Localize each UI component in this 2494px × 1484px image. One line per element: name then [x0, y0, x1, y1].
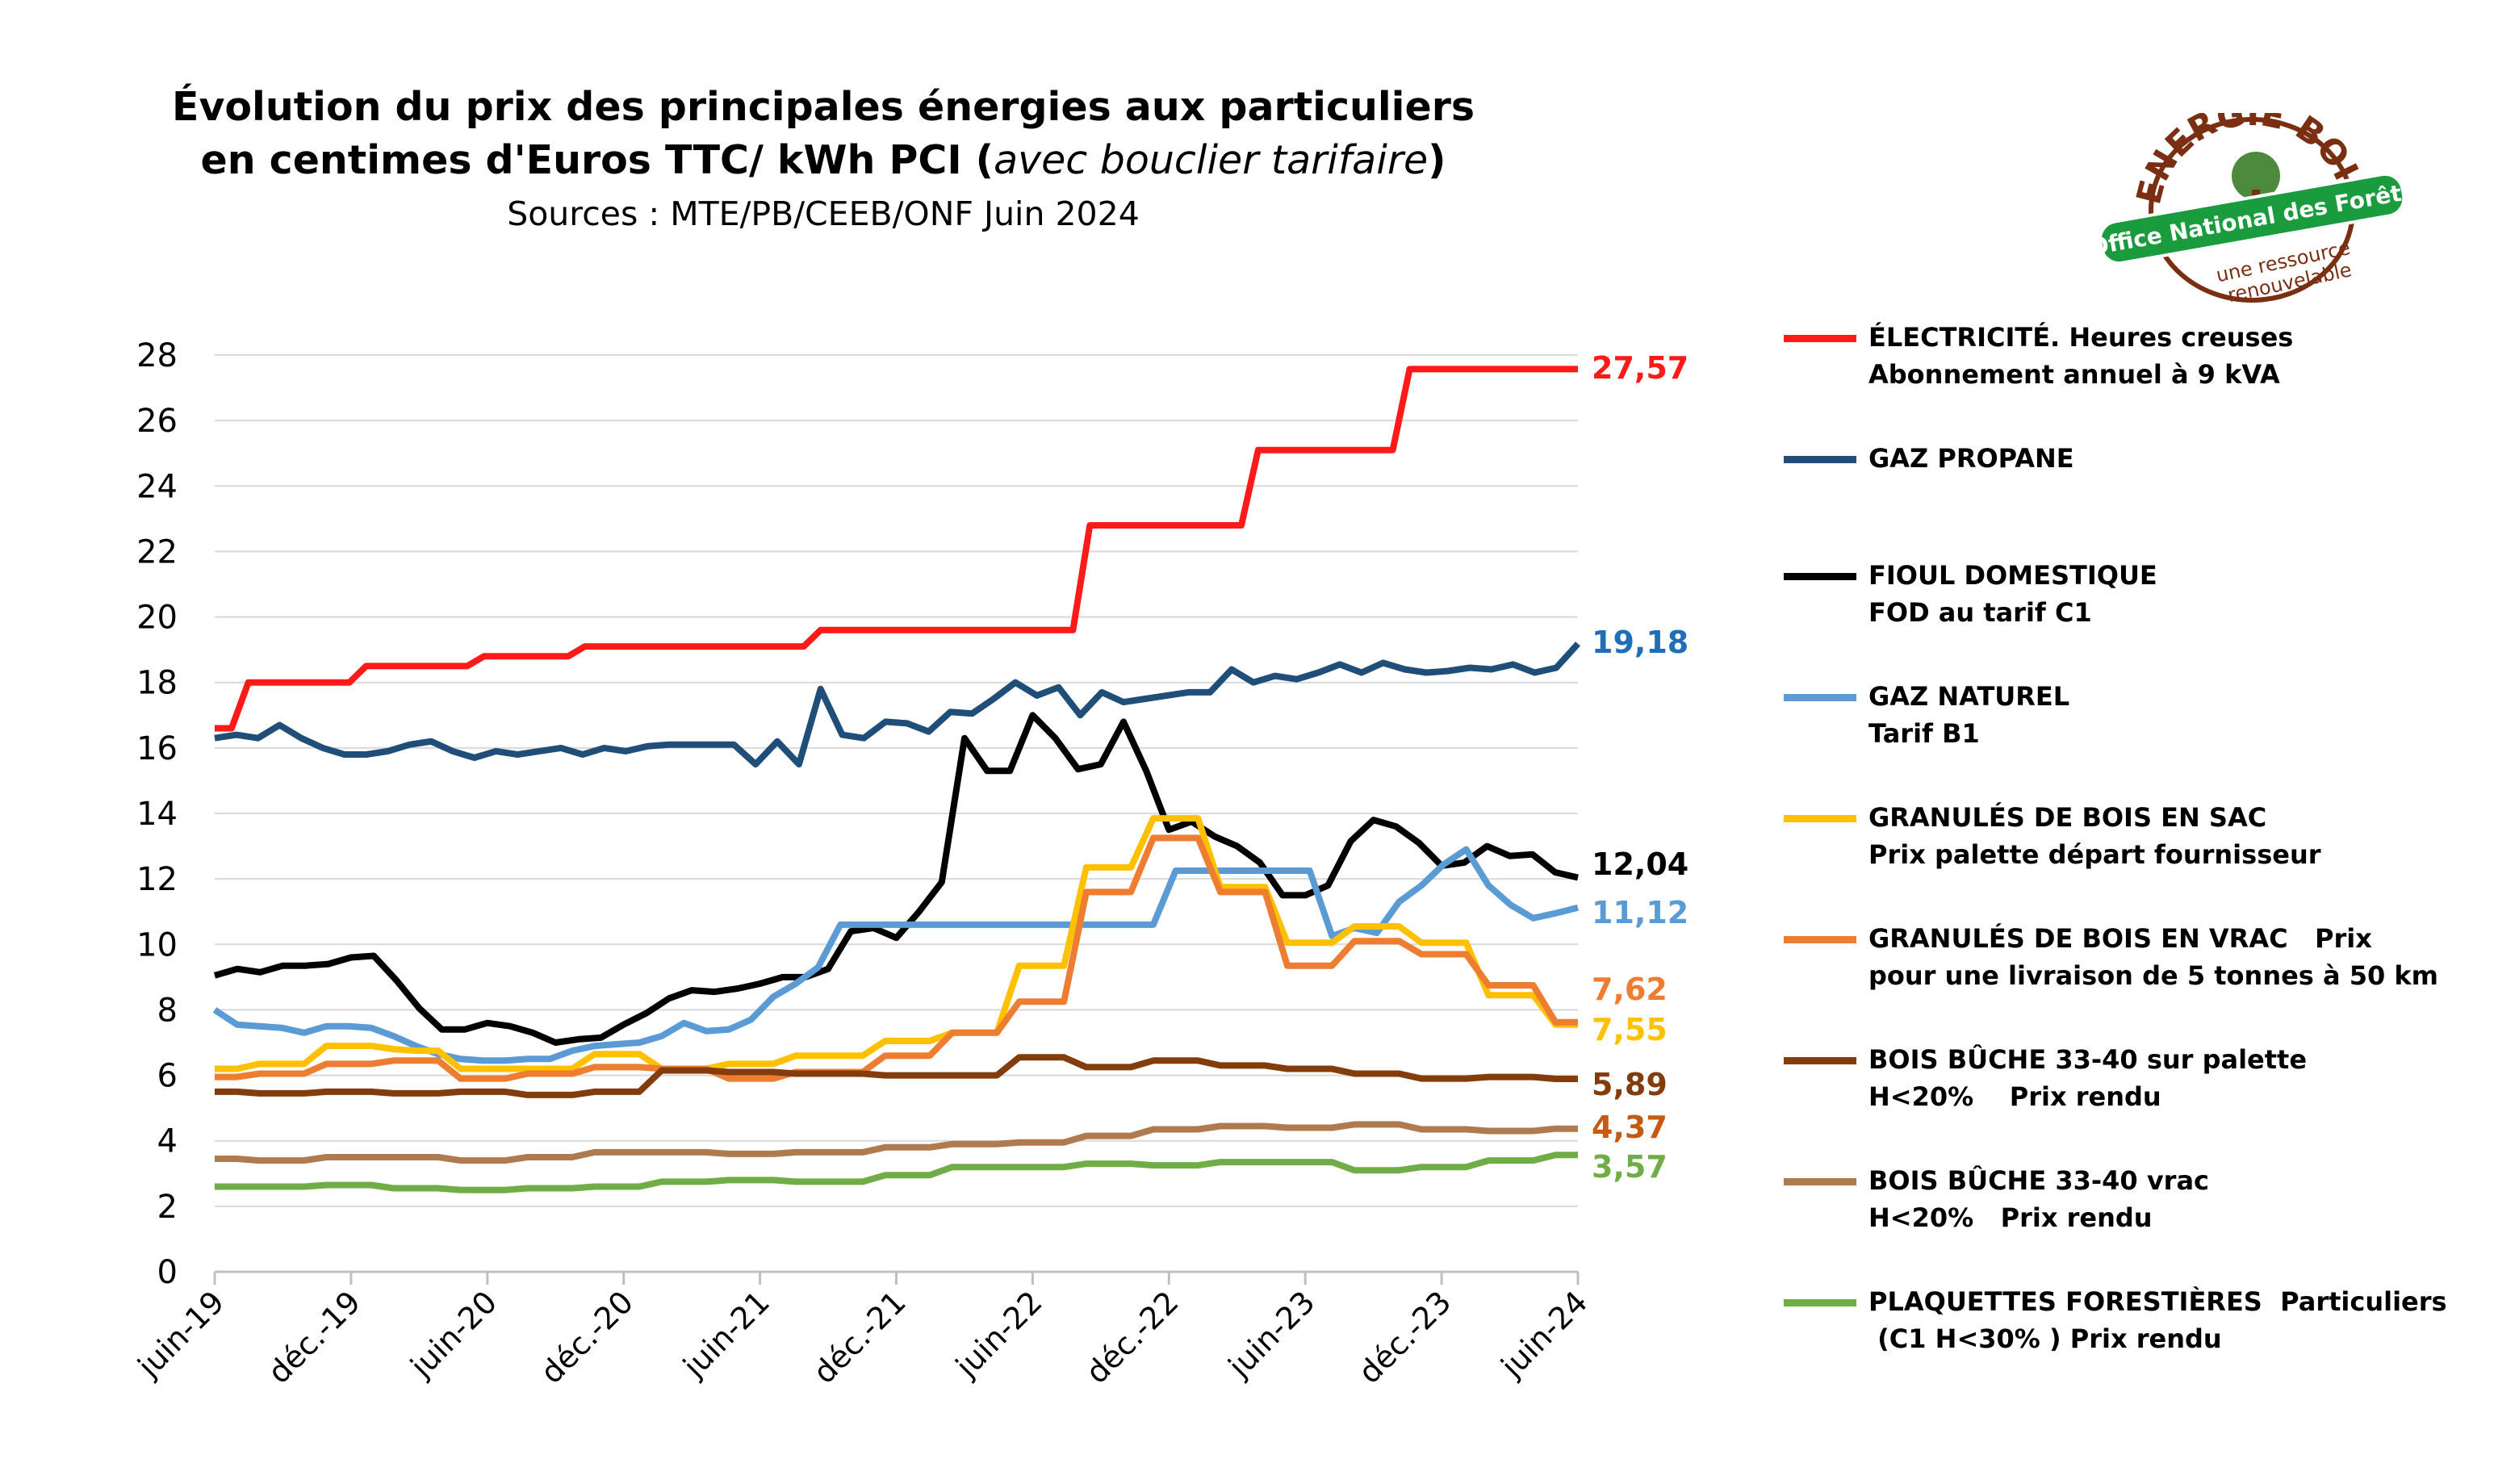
chart-grid [215, 354, 1578, 1207]
x-tick-label: déc.-23 [1352, 1284, 1458, 1390]
series-line-fioul [213, 712, 1579, 1046]
series-line-granules_sac [215, 815, 1578, 1072]
x-axis: juin-19 déc.-19 juin-20 déc.-20 juin-21 déc.-… [131, 1270, 1595, 1390]
end-label-granules_vrac: 7,62 [1592, 972, 1668, 1007]
x-tick-label: juin-24 [1494, 1284, 1595, 1385]
y-tick-label: 24 [136, 468, 178, 505]
y-tick-label: 0 [157, 1254, 178, 1291]
series-line-propane [214, 642, 1580, 768]
x-tick-label: juin-23 [1221, 1284, 1322, 1385]
chart-title-line1: Évolution du prix des principales énergi… [171, 84, 1475, 130]
end-label-granules_sac: 7,55 [1592, 1012, 1668, 1047]
legend-swatch [1784, 1057, 1856, 1064]
series-line-buche_vrac [215, 1121, 1578, 1164]
end-label-propane: 19,18 [1592, 625, 1688, 660]
x-tick-label: juin-21 [676, 1284, 776, 1385]
x-tick-label: juin-19 [131, 1284, 232, 1385]
logo-graphic: ENERGIE BOIS Office National des Forêts … [2087, 94, 2417, 307]
y-tick-label: 14 [136, 796, 178, 833]
y-tick-label: 28 [136, 337, 178, 374]
chart-title-line2-main: en centimes d'Euros TTC/ kWh PCI ( [200, 137, 994, 183]
x-tick-label: déc.-22 [1079, 1284, 1186, 1390]
series-line-buche_palette [215, 1054, 1578, 1098]
legend-swatch [1784, 456, 1856, 463]
chart-title-line2-end: ) [1428, 137, 1446, 183]
end-label-buche_vrac: 4,37 [1592, 1110, 1668, 1145]
end-label-plaquettes: 3,57 [1592, 1149, 1668, 1185]
chart-title-line2-italic: avec bouclier tarifaire [994, 137, 1429, 183]
x-tick-label: juin-20 [403, 1284, 504, 1385]
x-tick-label: déc.-20 [534, 1284, 640, 1390]
legend-swatch [1784, 694, 1856, 701]
y-tick-label: 22 [136, 533, 178, 571]
chart-title-block: Évolution du prix des principales énergi… [161, 81, 1485, 240]
legend-label: Abonnement annuel à 9 kVA [1868, 359, 2280, 390]
y-tick-label: 18 [136, 665, 178, 702]
end-label-buche_palette: 5,89 [1592, 1067, 1668, 1102]
legend-label: PLAQUETTES FORESTIÈRES Particuliers [1868, 1286, 2447, 1317]
y-tick-label: 6 [157, 1058, 178, 1095]
chart-sources: Sources : MTE/PB/CEEB/ONF Juin 2024 [507, 194, 1140, 233]
legend-label: ÉLECTRICITÉ. Heures creuses [1868, 322, 2294, 353]
legend-label: BOIS BÛCHE 33-40 sur palette [1868, 1044, 2308, 1075]
y-tick-label: 16 [136, 730, 178, 767]
y-tick-label: 26 [136, 403, 178, 440]
y-tick-label: 12 [136, 861, 178, 898]
legend-swatch [1784, 1299, 1856, 1306]
end-label-elec: 27,57 [1592, 350, 1688, 386]
legend-label: GRANULÉS DE BOIS EN VRAC Prix [1868, 923, 2372, 954]
y-tick-label: 10 [136, 926, 178, 964]
x-tick-label: déc.-21 [806, 1284, 913, 1390]
chart-title-line2: en centimes d'Euros TTC/ kWh PCI (avec b… [200, 137, 1446, 183]
legend-swatch [1784, 815, 1856, 822]
legend-label: FIOUL DOMESTIQUE [1868, 560, 2157, 591]
legend-label: BOIS BÛCHE 33-40 vrac [1868, 1165, 2210, 1196]
x-tick-label: juin-22 [948, 1284, 1049, 1385]
chart-legend: ÉLECTRICITÉ. Heures creuses Abonnement an… [1784, 319, 2478, 1368]
end-label-gaznat: 11,12 [1592, 895, 1688, 930]
chart-series [212, 366, 1580, 1193]
series-line-plaquettes [215, 1152, 1578, 1193]
end-label-fioul: 12,04 [1592, 847, 1688, 882]
legend-label: H<20% Prix rendu [1868, 1202, 2153, 1233]
legend-label: FOD au tarif C1 [1868, 597, 2092, 628]
y-tick-label: 20 [136, 600, 178, 637]
energie-bois-logo: ENERGIE BOIS Office National des Forêts … [2082, 94, 2421, 307]
series-line-granules_vrac [215, 834, 1578, 1082]
legend-swatch [1784, 335, 1856, 342]
y-tick-label: 2 [157, 1189, 178, 1226]
legend-label: (C1 H<30% ) Prix rendu [1868, 1323, 2222, 1354]
y-tick-label: 4 [157, 1123, 178, 1160]
legend-label: pour une livraison de 5 tonnes à 50 km [1868, 960, 2439, 991]
end-labels: 27,57 19,18 12,04 11,12 7,55 7,62 5,89 4,37 3,57 [1592, 350, 1688, 1185]
series-line-gaznat [212, 846, 1579, 1064]
legend-swatch [1784, 936, 1856, 943]
legend-swatch [1784, 573, 1856, 580]
legend-swatch [1784, 1178, 1856, 1185]
logo-tree-icon [2232, 152, 2280, 200]
legend-label: Tarif B1 [1868, 718, 1980, 749]
y-tick-label: 8 [157, 992, 178, 1029]
legend-label: Prix palette départ fournisseur [1868, 839, 2321, 870]
x-tick-label: déc.-19 [261, 1284, 367, 1390]
legend-label: H<20% Prix rendu [1868, 1081, 2161, 1112]
series-line-elec [215, 366, 1578, 732]
legend-label: GRANULÉS DE BOIS EN SAC [1868, 802, 2267, 833]
legend-label: GAZ PROPANE [1868, 443, 2074, 474]
legend-label: GAZ NATUREL [1868, 681, 2070, 712]
